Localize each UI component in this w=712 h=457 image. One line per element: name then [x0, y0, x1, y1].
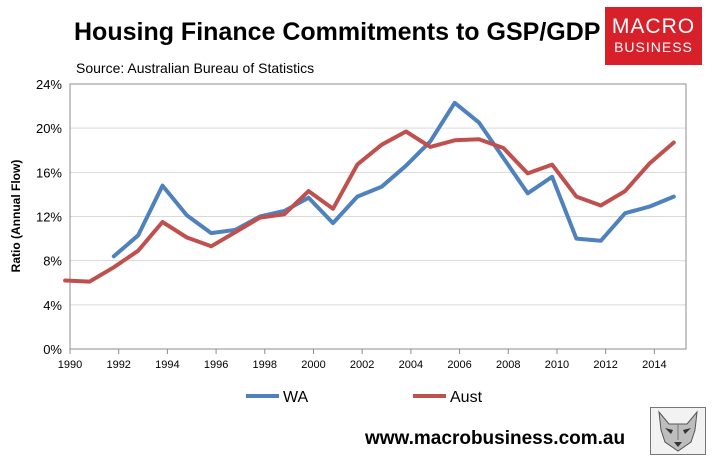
plot-area-border [69, 83, 687, 350]
macrobusiness-logo: MACRO BUSINESS [605, 7, 702, 65]
y-axis-label: Ratio (Annual Flow) [9, 160, 23, 273]
y-tick-label: 24% [36, 77, 62, 92]
logo-line-2: BUSINESS [614, 39, 693, 55]
y-axis-ticks: 0% 4% 8% 12% 16% 20% 24% [36, 77, 62, 357]
x-tick-label: 2008 [496, 359, 520, 371]
x-axis-ticks: 1990 1992 1994 1996 1998 2000 2002 2004 2006 2008… [58, 349, 667, 371]
y-tick-label: 4% [43, 298, 62, 313]
y-tick-label: 20% [36, 121, 62, 136]
chart-title: Housing Finance Commitments to GSP/GDP [74, 18, 601, 46]
legend-label-aust: Aust [450, 389, 483, 406]
x-tick-label: 1994 [155, 359, 179, 371]
x-tick-label: 2014 [642, 359, 666, 371]
x-tick-label: 2004 [399, 359, 423, 371]
y-tick-label: 16% [36, 165, 62, 180]
y-tick-label: 12% [36, 210, 62, 225]
legend: WA Aust [246, 389, 483, 406]
x-tick-label: 2002 [350, 359, 374, 371]
x-tick-label: 1990 [58, 359, 82, 371]
footer-url: www.macrobusiness.com.au [365, 428, 626, 449]
x-tick-label: 1998 [253, 359, 277, 371]
logo-line-1: MACRO [611, 15, 696, 38]
grid-lines [70, 127, 686, 306]
x-tick-label: 1996 [204, 359, 228, 371]
chart-source: Source: Australian Bureau of Statistics [76, 60, 315, 76]
x-tick-label: 2000 [301, 359, 325, 371]
y-tick-label: 0% [43, 342, 62, 357]
wolf-head-icon [650, 407, 706, 455]
series-line-wa [111, 100, 676, 259]
x-tick-label: 2012 [593, 359, 617, 371]
x-tick-label: 2006 [447, 359, 471, 371]
x-tick-label: 2010 [545, 359, 569, 371]
legend-label-wa: WA [283, 389, 309, 406]
x-tick-label: 1992 [106, 359, 130, 371]
series-line-aust [63, 129, 676, 284]
series-lines [63, 100, 676, 284]
y-tick-label: 8% [43, 254, 62, 269]
